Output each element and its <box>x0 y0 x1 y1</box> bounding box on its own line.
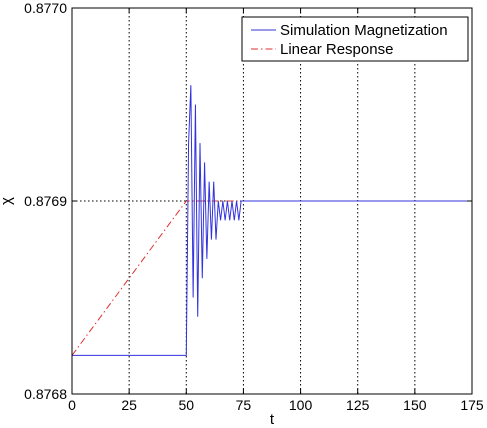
x-tick-labels: 0 25 50 75 100 125 150 175 <box>68 397 484 413</box>
y-tick-labels: 0.8768 0.8769 0.8770 <box>24 0 67 402</box>
series-line-linear-response <box>71 200 472 356</box>
x-tick-label: 0 <box>68 397 76 413</box>
x-axis-label: t <box>270 411 275 428</box>
legend: Simulation Magnetization Linear Response <box>241 16 469 62</box>
series-line-simulation-magnetization <box>72 85 472 356</box>
y-tick-label: 0.8770 <box>24 0 67 16</box>
x-tick-label: 125 <box>346 397 370 413</box>
y-tick-label: 0.8768 <box>24 386 67 402</box>
x-tick-label: 150 <box>403 397 427 413</box>
ticks <box>71 7 473 395</box>
x-tick-label: 175 <box>460 397 484 413</box>
x-tick-label: 50 <box>178 397 194 413</box>
legend-label: Linear Response <box>280 41 393 58</box>
y-axis-label: χ <box>0 197 15 205</box>
legend-label: Simulation Magnetization <box>280 22 448 39</box>
series-layer <box>71 85 472 356</box>
x-tick-label: 75 <box>236 397 252 413</box>
legend-box <box>241 16 469 62</box>
x-tick-label: 100 <box>289 397 313 413</box>
x-tick-label: 25 <box>121 397 137 413</box>
y-tick-label: 0.8769 <box>24 193 67 209</box>
